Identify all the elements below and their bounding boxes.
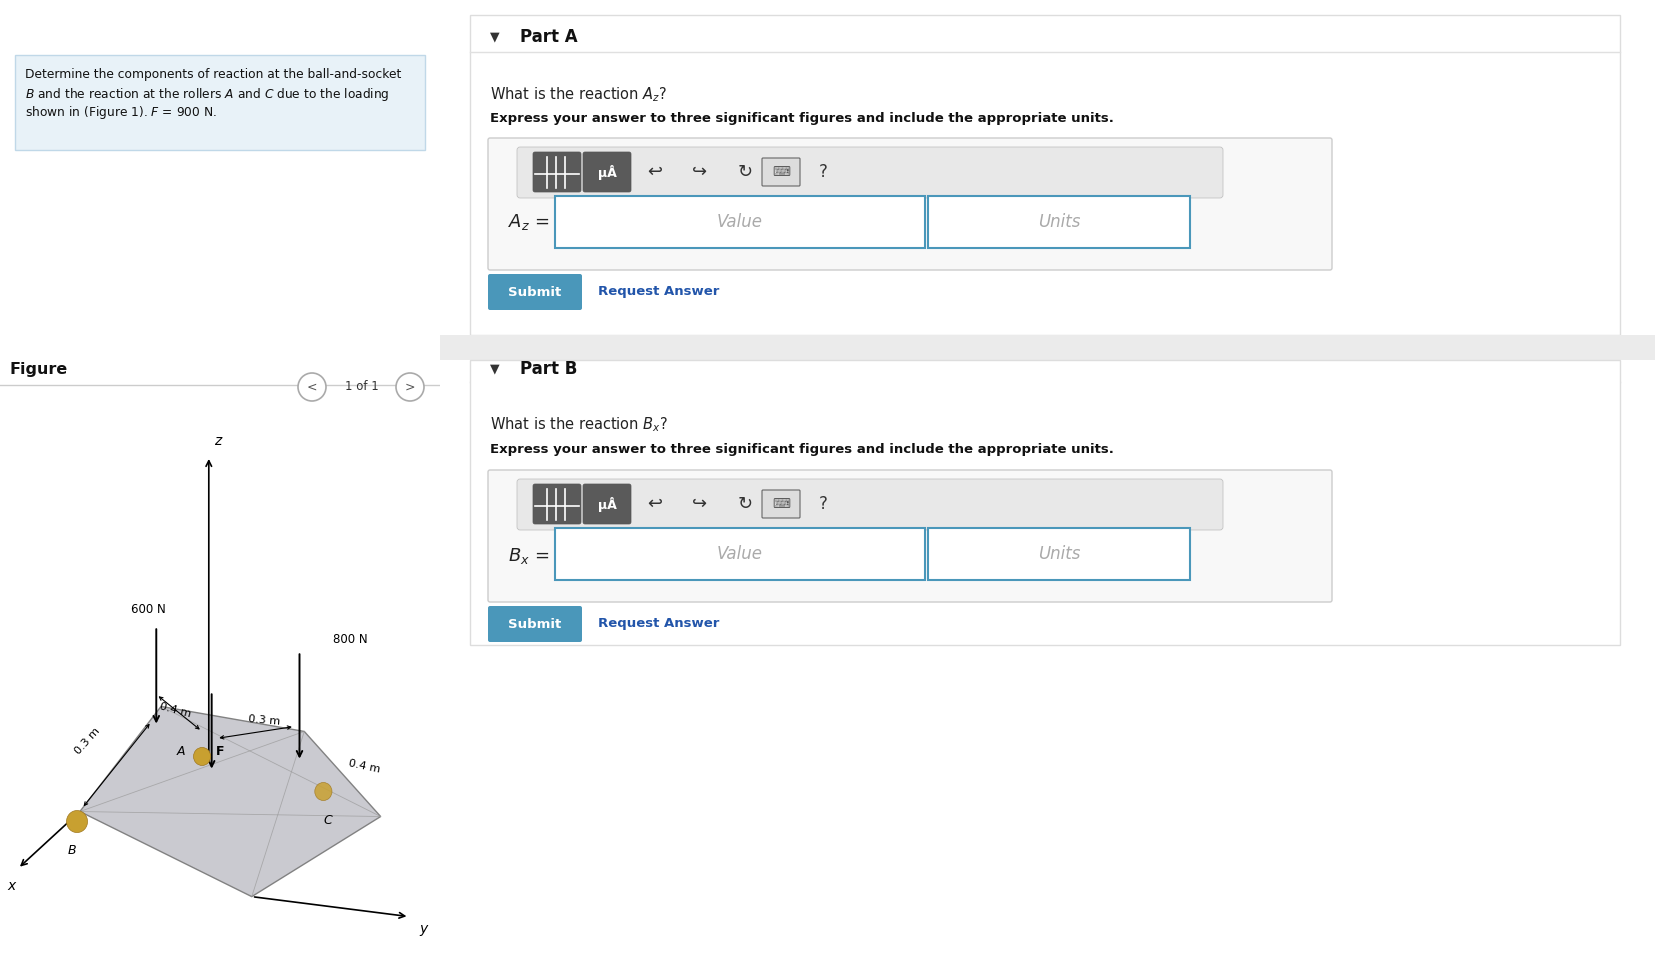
- Text: 0.4 m: 0.4 m: [348, 758, 381, 775]
- Text: x: x: [7, 879, 15, 893]
- FancyBboxPatch shape: [761, 490, 799, 518]
- Text: F: F: [215, 745, 223, 758]
- Text: ⌨: ⌨: [771, 165, 789, 179]
- Text: $A_z$ =: $A_z$ =: [508, 212, 549, 232]
- Text: Determine the components of reaction at the ball-and-socket: Determine the components of reaction at …: [25, 68, 401, 81]
- FancyBboxPatch shape: [488, 138, 1331, 270]
- Text: Express your answer to three significant figures and include the appropriate uni: Express your answer to three significant…: [490, 112, 1114, 125]
- FancyBboxPatch shape: [533, 484, 581, 524]
- Circle shape: [314, 782, 331, 801]
- FancyBboxPatch shape: [583, 152, 631, 192]
- Text: <: <: [306, 381, 318, 393]
- Text: shown in (Figure 1). $F$ = 900 N.: shown in (Figure 1). $F$ = 900 N.: [25, 104, 217, 121]
- Text: 0.3 m: 0.3 m: [73, 726, 103, 756]
- Text: μÅ: μÅ: [597, 497, 616, 512]
- Text: ?: ?: [818, 163, 828, 181]
- Text: ↪: ↪: [692, 163, 707, 181]
- FancyBboxPatch shape: [761, 158, 799, 186]
- FancyBboxPatch shape: [533, 152, 581, 192]
- Text: B: B: [68, 843, 76, 857]
- FancyBboxPatch shape: [516, 147, 1223, 198]
- Text: ↪: ↪: [692, 495, 707, 513]
- Text: Value: Value: [717, 545, 763, 563]
- Text: y: y: [419, 922, 427, 936]
- Circle shape: [396, 373, 424, 401]
- FancyBboxPatch shape: [516, 479, 1223, 530]
- FancyBboxPatch shape: [488, 470, 1331, 602]
- Text: ⌨: ⌨: [771, 497, 789, 510]
- Text: Units: Units: [1038, 213, 1079, 231]
- Text: μÅ: μÅ: [597, 164, 616, 180]
- Text: 800 N: 800 N: [333, 634, 367, 646]
- Text: Figure: Figure: [10, 362, 68, 377]
- Text: 1 of 1: 1 of 1: [344, 381, 379, 393]
- FancyBboxPatch shape: [927, 196, 1190, 248]
- Text: Part B: Part B: [520, 360, 578, 378]
- Text: What is the reaction $A_z$?: What is the reaction $A_z$?: [490, 85, 667, 103]
- Text: $B$ and the reaction at the rollers $A$ and $C$ due to the loading: $B$ and the reaction at the rollers $A$ …: [25, 86, 389, 103]
- Text: ↩: ↩: [647, 163, 662, 181]
- Text: $B_x$ =: $B_x$ =: [508, 546, 549, 566]
- Circle shape: [194, 748, 210, 765]
- Text: ↻: ↻: [736, 495, 751, 513]
- Polygon shape: [79, 706, 381, 896]
- FancyBboxPatch shape: [554, 196, 925, 248]
- Circle shape: [298, 373, 326, 401]
- Text: 0.3 m: 0.3 m: [248, 714, 280, 726]
- Text: Units: Units: [1038, 545, 1079, 563]
- Text: Value: Value: [717, 213, 763, 231]
- Text: ?: ?: [818, 495, 828, 513]
- Text: What is the reaction $B_x$?: What is the reaction $B_x$?: [490, 415, 667, 434]
- Text: A: A: [177, 745, 185, 758]
- Text: Submit: Submit: [508, 617, 561, 631]
- Text: Express your answer to three significant figures and include the appropriate uni: Express your answer to three significant…: [490, 443, 1114, 456]
- Circle shape: [66, 810, 88, 833]
- FancyBboxPatch shape: [15, 55, 425, 150]
- Text: z: z: [213, 434, 220, 448]
- Text: Submit: Submit: [508, 286, 561, 298]
- FancyBboxPatch shape: [583, 484, 631, 524]
- Text: ↻: ↻: [736, 163, 751, 181]
- Text: 0.4 m: 0.4 m: [159, 701, 192, 720]
- FancyBboxPatch shape: [488, 606, 581, 642]
- Text: Request Answer: Request Answer: [597, 617, 718, 631]
- Text: Part A: Part A: [520, 28, 578, 46]
- FancyBboxPatch shape: [927, 528, 1190, 580]
- FancyBboxPatch shape: [488, 274, 581, 310]
- Text: >: >: [404, 381, 415, 393]
- Text: Request Answer: Request Answer: [597, 286, 718, 298]
- Text: ▼: ▼: [490, 362, 500, 375]
- Text: ▼: ▼: [490, 30, 500, 43]
- FancyBboxPatch shape: [470, 15, 1619, 335]
- Text: 600 N: 600 N: [131, 604, 166, 616]
- FancyBboxPatch shape: [440, 335, 1655, 360]
- Text: ↩: ↩: [647, 495, 662, 513]
- Text: C: C: [324, 813, 333, 827]
- FancyBboxPatch shape: [554, 528, 925, 580]
- FancyBboxPatch shape: [470, 360, 1619, 645]
